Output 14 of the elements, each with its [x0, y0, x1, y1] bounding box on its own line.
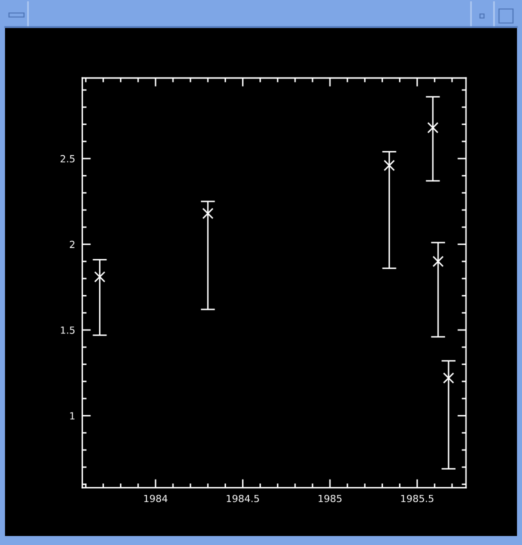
point: [202, 208, 214, 220]
point: [384, 160, 395, 172]
x-tick-label: 1984: [144, 494, 168, 502]
point: [432, 256, 444, 268]
y-tick-label: 1: [70, 412, 74, 420]
y-tick-label: 1.5: [60, 326, 75, 334]
x-tick-label: 1984.5: [226, 494, 259, 502]
point: [427, 122, 438, 134]
point: [442, 372, 454, 384]
x-tick-label: 1985.5: [401, 494, 434, 502]
point: [94, 271, 106, 282]
x-tick-label: 1985: [318, 494, 342, 502]
y-tick-label: 2.5: [60, 155, 75, 162]
y-tick-label: 2: [70, 240, 74, 248]
